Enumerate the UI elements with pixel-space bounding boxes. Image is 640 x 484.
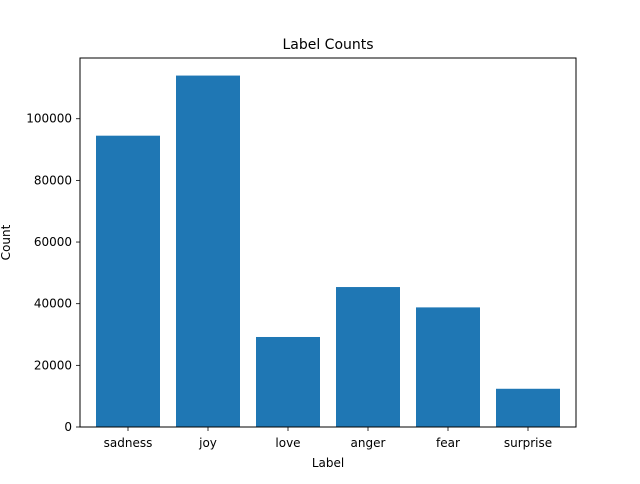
bar-fear (416, 307, 480, 427)
bar-surprise (496, 388, 560, 427)
y-axis-label: Count (0, 224, 13, 260)
x-axis-ticks: sadness joy love anger fear surprise (104, 427, 552, 450)
x-tick-label-fear: fear (436, 436, 460, 450)
x-tick-label-surprise: surprise (504, 436, 552, 450)
bar-sadness (96, 135, 160, 427)
bar-anger (336, 287, 400, 427)
y-tick-label-40000: 40000 (34, 297, 72, 311)
x-tick-label-sadness: sadness (104, 436, 153, 450)
bar-joy (176, 75, 240, 428)
chart-title: Label Counts (282, 37, 373, 53)
y-tick-label-20000: 20000 (34, 358, 72, 372)
y-tick-label-0: 0 (64, 420, 72, 434)
y-tick-label-80000: 80000 (34, 173, 72, 187)
x-axis-label: Label (312, 456, 344, 470)
y-axis-ticks: 0 20000 40000 60000 80000 100000 (26, 112, 80, 434)
x-tick-label-anger: anger (351, 436, 386, 450)
y-tick-label-100000: 100000 (26, 112, 72, 126)
plot-area-frame (79, 57, 577, 428)
x-tick-label-love: love (275, 436, 300, 450)
bars-group (96, 75, 560, 428)
bar-love (256, 336, 320, 427)
y-tick-label-60000: 60000 (34, 235, 72, 249)
x-tick-label-joy: joy (198, 436, 217, 450)
